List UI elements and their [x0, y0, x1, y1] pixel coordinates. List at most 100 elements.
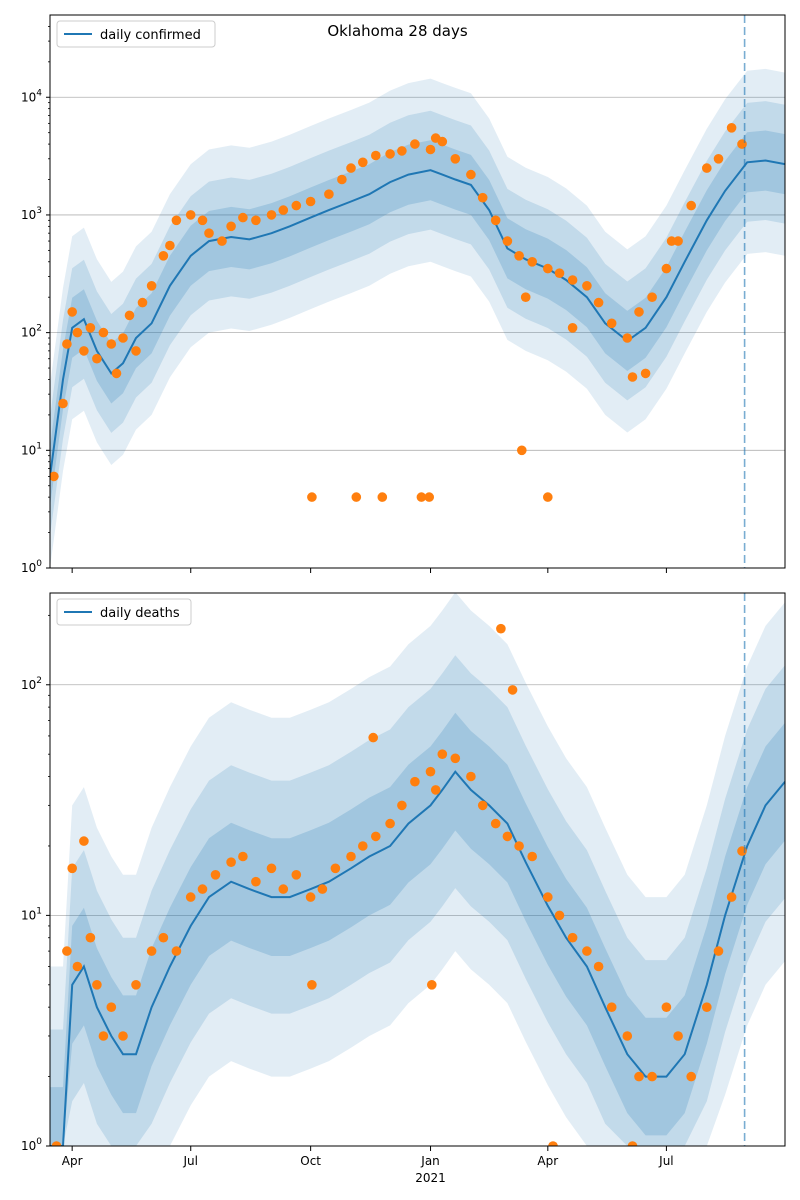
data-point	[450, 753, 461, 764]
data-point	[210, 870, 221, 880]
data-point	[606, 318, 617, 329]
legend-box	[56, 20, 216, 48]
data-point	[131, 346, 141, 356]
data-point	[158, 251, 169, 261]
data-point	[171, 215, 182, 226]
data-point	[305, 196, 316, 207]
data-point	[278, 884, 289, 894]
chart-title: Oklahoma 28 days	[327, 22, 468, 40]
data-point	[647, 1071, 657, 1082]
data-point	[238, 212, 248, 223]
data-point	[713, 154, 724, 164]
y-tick-label: 100	[21, 1137, 42, 1153]
data-point	[278, 205, 289, 215]
x-tick-label: Apr	[62, 1154, 83, 1168]
data-point	[251, 215, 261, 226]
data-point	[371, 831, 381, 842]
data-point	[368, 732, 379, 743]
data-point	[425, 144, 436, 155]
data-point	[702, 1002, 712, 1012]
data-point	[197, 215, 208, 226]
data-point	[358, 157, 368, 168]
data-point	[437, 136, 448, 147]
data-point	[647, 292, 657, 303]
data-point	[425, 766, 436, 777]
data-point	[627, 1141, 638, 1146]
data-point	[111, 368, 122, 379]
data-point	[634, 307, 644, 317]
data-point	[204, 228, 214, 238]
legend-label: daily confirmed	[100, 28, 201, 43]
data-point	[266, 863, 277, 874]
data-point	[430, 785, 441, 795]
data-point	[543, 892, 553, 902]
data-point	[686, 1071, 696, 1082]
data-point	[673, 1031, 683, 1041]
uncertainty-band-1	[50, 593, 785, 1146]
data-point	[520, 292, 531, 303]
data-point	[291, 200, 302, 211]
data-point	[165, 240, 175, 251]
data-point	[217, 236, 227, 246]
data-point	[490, 215, 501, 226]
data-point	[410, 776, 420, 787]
data-point	[337, 174, 347, 185]
plot-area	[50, 15, 785, 568]
x-tick-label: Jan	[420, 1154, 440, 1168]
data-point	[346, 163, 356, 173]
data-point	[307, 492, 317, 502]
data-point	[477, 800, 488, 811]
data-point	[92, 980, 102, 990]
data-point	[146, 281, 157, 291]
data-point	[567, 932, 578, 943]
axes-frame	[49, 592, 786, 1147]
data-point	[496, 623, 506, 634]
data-point	[118, 333, 128, 343]
data-point	[146, 946, 157, 956]
data-point	[197, 884, 208, 894]
data-point	[385, 149, 395, 159]
data-point	[424, 492, 435, 502]
axes-frame	[49, 14, 786, 569]
series-line	[50, 159, 785, 477]
data-point	[79, 836, 89, 846]
data-point	[226, 857, 236, 867]
data-point	[137, 297, 148, 308]
legend: daily confirmed	[56, 20, 216, 48]
data-point	[514, 251, 524, 261]
data-point	[317, 884, 328, 894]
data-point	[185, 210, 196, 220]
uncertainty-band-2	[50, 101, 785, 536]
legend: daily deaths	[56, 598, 192, 626]
data-point	[416, 492, 427, 502]
data-point	[266, 210, 277, 220]
data-point	[397, 146, 407, 156]
uncertainty-band-2	[50, 655, 785, 1146]
data-point	[527, 851, 537, 862]
data-point	[726, 892, 737, 902]
data-point	[106, 1002, 117, 1012]
data-point	[51, 1141, 62, 1146]
data-point	[466, 771, 476, 782]
data-point	[410, 139, 420, 149]
x-tick-label: Oct	[300, 1154, 321, 1168]
data-point	[226, 221, 236, 232]
data-point	[50, 471, 59, 482]
y-tick-label: 101	[21, 441, 42, 457]
data-point	[98, 327, 109, 338]
data-point	[507, 685, 518, 695]
data-point	[437, 749, 448, 759]
uncertainty-band-3	[50, 712, 785, 1146]
data-point	[85, 323, 96, 333]
x-tick-label: Jul	[658, 1154, 673, 1168]
data-point	[371, 150, 381, 161]
data-point	[118, 1031, 128, 1041]
data-point	[62, 946, 72, 956]
data-point	[131, 980, 141, 990]
data-point	[634, 1071, 644, 1082]
data-point	[98, 1031, 109, 1041]
data-point	[514, 841, 524, 851]
data-point	[307, 980, 317, 990]
data-point	[466, 169, 476, 180]
data-point	[477, 192, 488, 203]
